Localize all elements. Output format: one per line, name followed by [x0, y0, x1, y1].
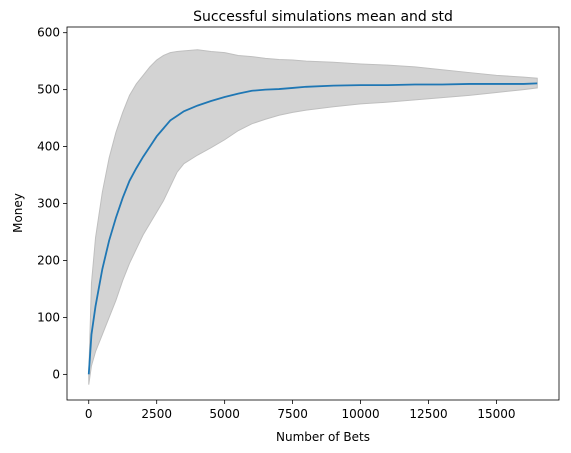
y-tick-label: 600 — [37, 26, 60, 40]
x-tick-label: 7500 — [277, 407, 308, 421]
plot-area — [87, 49, 538, 385]
std-band — [88, 49, 538, 385]
mean-line — [87, 82, 538, 375]
x-tick-label: 5000 — [209, 407, 240, 421]
x-tick-label: 15000 — [477, 407, 515, 421]
x-axis: 0 2500 5000 7500 10000 12500 15000 — [85, 400, 516, 421]
y-axis: 0 100 200 300 400 500 600 — [37, 26, 67, 381]
y-axis-label: Money — [11, 193, 25, 233]
chart-title: Successful simulations mean and std — [193, 9, 453, 25]
y-tick-label: 0 — [52, 367, 60, 381]
y-tick-label: 300 — [37, 197, 60, 211]
x-axis-label: Number of Bets — [276, 430, 370, 444]
y-tick-label: 100 — [37, 310, 60, 324]
x-tick-label: 2500 — [141, 407, 172, 421]
y-tick-label: 500 — [37, 83, 60, 97]
x-tick-label: 12500 — [409, 407, 447, 421]
y-tick-label: 200 — [37, 253, 60, 267]
y-tick-label: 400 — [37, 140, 60, 154]
plot-frame — [66, 26, 560, 401]
x-tick-label: 0 — [85, 407, 93, 421]
x-tick-label: 10000 — [341, 407, 379, 421]
